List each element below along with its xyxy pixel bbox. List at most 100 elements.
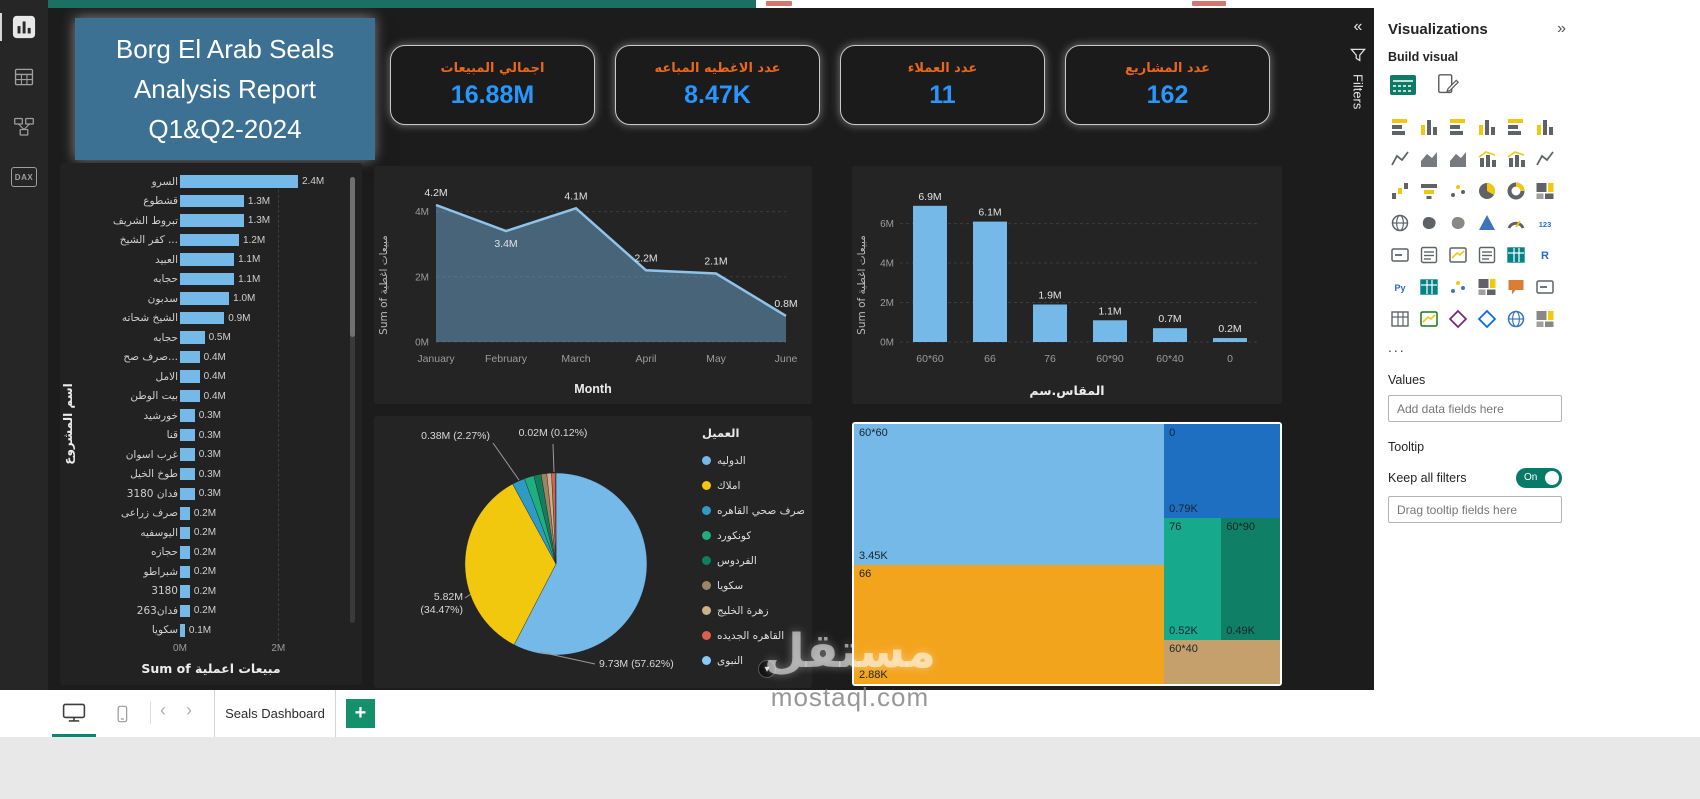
- bar[interactable]: [180, 428, 195, 442]
- legend-item[interactable]: القاهره الجديده: [702, 623, 804, 648]
- ribbon-chart-icon[interactable]: [1533, 147, 1557, 171]
- bar-row[interactable]: سكويا 0.1M: [74, 624, 336, 637]
- legend-item[interactable]: صرف صحي القاهره: [702, 498, 804, 523]
- bar[interactable]: [180, 467, 195, 481]
- report-title-card[interactable]: Borg El Arab Seals Analysis Report Q1&Q2…: [75, 18, 375, 160]
- stacked-column-chart-icon[interactable]: [1417, 115, 1441, 139]
- more-visuals-button[interactable]: ...: [1388, 339, 1406, 355]
- 100-stacked-bar-chart-icon[interactable]: [1504, 115, 1528, 139]
- desktop-view-button[interactable]: [52, 690, 96, 737]
- kpi-card-customers[interactable]: عدد العملاء 11: [840, 45, 1045, 125]
- nav-dax-view[interactable]: DAX: [0, 154, 48, 200]
- line-clustered-column-chart-icon[interactable]: [1504, 147, 1528, 171]
- nav-table-view[interactable]: [0, 54, 48, 100]
- bar[interactable]: [180, 214, 244, 227]
- bar-row[interactable]: طوخ الخيل 0.3M: [74, 467, 336, 481]
- bar[interactable]: [180, 194, 244, 208]
- expand-chevron-button[interactable]: ▾: [758, 660, 776, 678]
- pie-slice[interactable]: [555, 472, 557, 565]
- bar[interactable]: [180, 272, 235, 286]
- bar-row[interactable]: اليوسفيه 0.2M: [74, 526, 336, 540]
- bar[interactable]: [180, 331, 205, 344]
- column-bar[interactable]: [913, 205, 947, 342]
- card-new-chart-icon[interactable]: 123: [1533, 211, 1557, 235]
- clustered-bar-chart-icon[interactable]: [1446, 115, 1470, 139]
- bar-row[interactable]: فدان 3180 0.3M: [74, 487, 336, 500]
- arcgis-map-chart-icon[interactable]: [1504, 307, 1528, 331]
- bar-row[interactable]: قنا 0.3M: [74, 428, 336, 442]
- legend-item[interactable]: الفردوس: [702, 548, 804, 573]
- bar-row[interactable]: صرف زراعى 0.2M: [74, 507, 336, 520]
- matrix-chart-icon[interactable]: [1417, 275, 1441, 299]
- bar[interactable]: [180, 175, 298, 188]
- azure-map-chart-icon[interactable]: [1475, 211, 1499, 235]
- treemap-block[interactable]: 0 0.79K: [1164, 424, 1280, 519]
- column-bar[interactable]: [973, 221, 1007, 342]
- build-visual-tab[interactable]: [1388, 72, 1418, 103]
- key-influencers-chart-icon[interactable]: [1446, 275, 1470, 299]
- visual-project-sales-bar-chart[interactable]: اسم المشروع السرو 2.4M قشطوع 1.3M تبروط الشر…: [60, 163, 362, 685]
- bar-row[interactable]: تبروط الشريف 1.3M: [74, 214, 336, 227]
- kpi-card-covers-sold[interactable]: عدد الاغطيه المباعه 8.47K: [615, 45, 820, 125]
- bar[interactable]: [180, 487, 195, 500]
- column-bar[interactable]: [1153, 328, 1187, 342]
- decomposition-tree-chart-icon[interactable]: [1475, 275, 1499, 299]
- hierarchy-chart-icon[interactable]: [1533, 307, 1557, 331]
- pie-chart-icon[interactable]: [1475, 179, 1499, 203]
- stacked-bar-chart-icon[interactable]: [1388, 115, 1412, 139]
- bar-row[interactable]: سدبون 1.0M: [74, 292, 336, 305]
- metrics-chart-icon[interactable]: [1417, 307, 1441, 331]
- previous-page-arrow[interactable]: ‹: [160, 700, 166, 720]
- visual-size-sales-column-chart[interactable]: Sum of مبيعات اغطية 0M 2M 4M 6M 6.9M 60*60 6.1…: [852, 166, 1282, 404]
- bar[interactable]: [180, 507, 190, 520]
- card-chart-icon[interactable]: [1388, 243, 1412, 267]
- filled-map-chart-icon[interactable]: [1417, 211, 1441, 235]
- treemap-block[interactable]: 60*60 3.45K: [854, 424, 1165, 565]
- bar[interactable]: [180, 604, 190, 618]
- legend-item[interactable]: كونكورد: [702, 523, 804, 548]
- bar[interactable]: [180, 370, 200, 383]
- map-chart-icon[interactable]: [1388, 211, 1412, 235]
- scatter-chart-icon[interactable]: [1446, 179, 1470, 203]
- bar-row[interactable]: الامل 0.4M: [74, 370, 336, 383]
- bar[interactable]: [180, 253, 235, 266]
- next-page-arrow[interactable]: ›: [186, 700, 192, 720]
- bar[interactable]: [180, 409, 195, 422]
- column-bar[interactable]: [1033, 304, 1067, 343]
- treemap-block[interactable]: 60*90 0.49K: [1221, 518, 1280, 641]
- scrollbar[interactable]: [350, 177, 355, 623]
- filters-pane-collapsed[interactable]: « Filters: [1342, 8, 1374, 690]
- r-script-chart-icon[interactable]: R: [1533, 243, 1557, 267]
- smart-narrative-chart-icon[interactable]: [1533, 275, 1557, 299]
- bar[interactable]: [180, 526, 190, 540]
- legend-item[interactable]: املاك: [702, 473, 804, 498]
- bar[interactable]: [180, 585, 190, 598]
- mobile-view-button[interactable]: [102, 690, 142, 737]
- table-chart-icon[interactable]: [1504, 243, 1528, 267]
- area-chart-icon[interactable]: [1417, 147, 1441, 171]
- treemap-block[interactable]: 76 0.52K: [1164, 518, 1222, 641]
- bar[interactable]: [180, 350, 200, 364]
- kpi-card-projects[interactable]: عدد المشاريع 162: [1065, 45, 1270, 125]
- bar-row[interactable]: الشيخ شحاته 0.9M: [74, 311, 336, 325]
- pie-slice[interactable]: [464, 483, 557, 646]
- bar-row[interactable]: شبراطو 0.2M: [74, 565, 336, 579]
- stacked-area-chart-icon[interactable]: [1446, 147, 1470, 171]
- kpi-chart-icon[interactable]: [1446, 243, 1470, 267]
- shape-map-chart-icon[interactable]: [1446, 211, 1470, 235]
- legend-item[interactable]: سكويا: [702, 573, 804, 598]
- line-chart-icon[interactable]: [1388, 147, 1412, 171]
- format-visual-tab[interactable]: [1436, 73, 1460, 102]
- clustered-column-chart-icon[interactable]: [1475, 115, 1499, 139]
- visual-monthly-sales-area-chart[interactable]: Sum of مبيعات اغطية 0M 2M 4M 4.2M 3.4M 4.1M 2.…: [374, 166, 812, 404]
- bar-row[interactable]: بيت الوطن 0.4M: [74, 389, 336, 403]
- treemap-block[interactable]: 66 2.88K: [854, 564, 1165, 684]
- bar-row[interactable]: حجابه 0.5M: [74, 331, 336, 344]
- expand-filters-icon[interactable]: «: [1353, 18, 1363, 35]
- bar-row[interactable]: حجازه 0.2M: [74, 546, 336, 559]
- bar-row[interactable]: ... كفر الشيخ 1.2M: [74, 233, 336, 247]
- legend-item[interactable]: زهرة الخليج: [702, 598, 804, 623]
- bar[interactable]: [180, 565, 190, 579]
- bar-row[interactable]: غرب اسوان 0.3M: [74, 448, 336, 461]
- legend-item[interactable]: الدوليه: [702, 448, 804, 473]
